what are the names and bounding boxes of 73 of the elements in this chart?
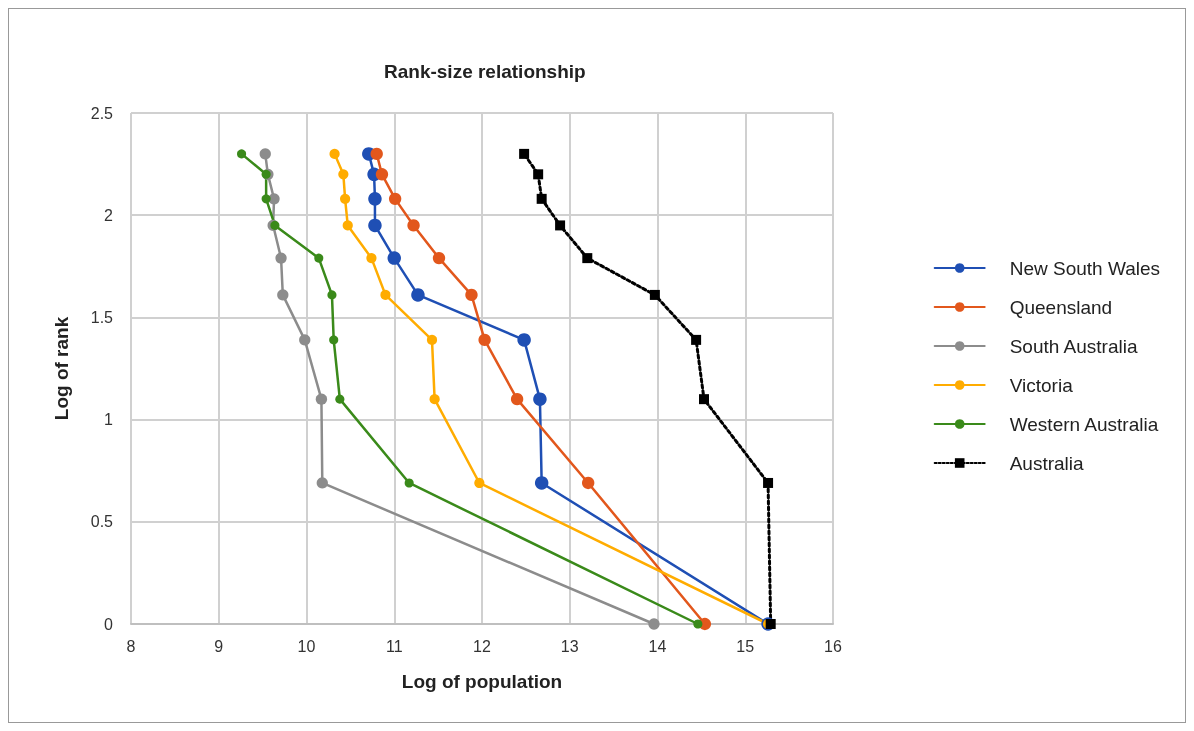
legend-label: Queensland	[1009, 296, 1113, 318]
y-tick-label: 2	[104, 206, 114, 224]
point	[517, 333, 531, 347]
legend-label: Victoria	[1009, 374, 1074, 396]
x-tick-label: 9	[214, 637, 224, 655]
point	[338, 169, 349, 180]
point	[693, 619, 703, 629]
point	[536, 193, 547, 204]
legend-label: New South Wales	[1009, 257, 1161, 279]
point	[478, 333, 491, 347]
point	[429, 394, 440, 405]
x-tick-label: 15	[736, 637, 755, 655]
x-tick-label: 14	[648, 637, 667, 655]
point	[432, 251, 446, 265]
point	[533, 392, 547, 406]
point	[329, 335, 339, 345]
legend-label: Australia	[1009, 452, 1085, 474]
y-tick-label: 0	[104, 615, 114, 633]
y-tick-label: 1.5	[90, 308, 114, 326]
point	[366, 253, 377, 264]
point	[335, 394, 345, 404]
point	[329, 148, 340, 159]
point	[259, 148, 271, 160]
point	[342, 220, 353, 231]
point	[649, 289, 660, 300]
x-tick-label: 11	[385, 637, 403, 655]
y-axis-title: Log of rank	[51, 316, 72, 421]
point	[299, 334, 311, 346]
point	[314, 253, 324, 263]
point	[426, 334, 438, 345]
point	[368, 192, 382, 206]
point	[404, 478, 414, 488]
point	[581, 476, 595, 490]
point	[261, 194, 271, 204]
point	[370, 147, 383, 161]
point	[411, 288, 425, 302]
point	[763, 477, 774, 488]
legend-label: Western Australia	[1009, 413, 1159, 435]
y-tick-label: 1	[104, 411, 114, 429]
chart-title: Rank-size relationship	[384, 61, 586, 82]
point	[380, 289, 391, 301]
point	[407, 219, 420, 232]
point	[275, 252, 287, 264]
point	[277, 289, 289, 301]
point	[582, 253, 593, 264]
point	[465, 288, 478, 302]
point	[691, 334, 702, 345]
point	[375, 168, 389, 181]
point	[340, 193, 351, 204]
x-tick-label: 10	[297, 637, 316, 655]
x-tick-label: 12	[473, 637, 491, 655]
point	[474, 477, 485, 489]
x-tick-label: 8	[126, 637, 136, 655]
y-tick-label: 0.5	[90, 513, 114, 531]
point	[368, 218, 382, 233]
x-tick-label: 13	[560, 637, 579, 655]
point	[316, 477, 328, 489]
point	[510, 392, 524, 406]
x-axis-title: Log of population	[401, 671, 563, 692]
point	[387, 251, 401, 265]
point	[327, 290, 337, 300]
point	[555, 220, 566, 231]
point	[533, 169, 544, 180]
point	[388, 192, 402, 206]
y-tick-label: 2.5	[90, 104, 114, 122]
x-tick-label: 16	[824, 637, 842, 655]
point	[315, 393, 328, 405]
point	[237, 149, 247, 159]
point	[699, 394, 710, 405]
point	[648, 618, 660, 630]
point	[519, 148, 530, 159]
legend-label: South Australia	[1009, 335, 1138, 357]
point	[534, 476, 549, 490]
